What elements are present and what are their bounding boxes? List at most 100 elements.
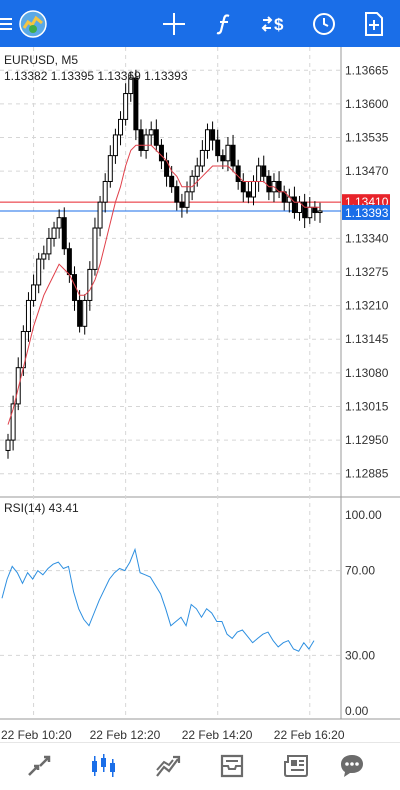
candle-body [87,268,93,301]
price-tick-label: 1.13015 [345,399,389,413]
candle-body [184,191,190,208]
candle-body [169,175,175,188]
price-tick-label: 1.13600 [345,97,389,111]
trade-icon[interactable] [146,743,190,789]
price-tick-label: 1.13470 [345,164,389,178]
candle-body [204,129,210,151]
news-icon[interactable] [274,743,318,789]
bottom-navigation [0,742,400,790]
moving-average-line [7,144,320,425]
time-label: 22 Feb 16:20 [274,728,345,742]
candle-body [189,175,195,193]
candle-body [312,206,318,214]
candle-body [118,118,124,136]
menu-icon[interactable] [0,0,14,47]
candle-body [5,439,11,451]
price-tick-label: 1.13210 [345,299,389,313]
app-logo[interactable] [16,0,50,47]
candle-body [71,274,77,301]
candle-body [307,206,313,219]
candle-body [51,227,57,239]
candle-body [291,196,297,214]
price-tick-label: 1.13145 [345,332,389,346]
new-order-icon[interactable] [358,0,390,47]
candle-body [235,165,241,182]
rsi-line [1,547,315,652]
candle-body [230,144,236,167]
candle-body [179,201,185,208]
quotes-icon[interactable] [17,743,61,789]
rsi-label: RSI(14) 43.41 [4,501,79,515]
candle-body [138,129,144,151]
ohlc-values: 1.13382 1.13395 1.13369 1.13393 [4,69,188,83]
candle-body [66,248,72,276]
candle-body [97,201,103,229]
candle-body [77,299,83,327]
candle-body [82,299,88,327]
svg-text:$: $ [274,15,284,34]
candle-body [123,93,129,120]
history-icon[interactable] [210,743,254,789]
candle-body [133,77,139,131]
candle-body [61,217,67,250]
candle-body [41,253,47,260]
candle-body [15,367,21,405]
candle-body [317,210,323,214]
candle-body [36,258,42,286]
rsi-level-label: 0.00 [345,704,369,718]
candle-body [240,180,246,193]
candle-body [256,165,262,182]
candle-body [46,237,52,255]
price-tick-label: 1.13535 [345,131,389,145]
candle-body [210,129,216,141]
candle-body [215,139,221,157]
candle-body [148,129,154,136]
candle-body [266,175,272,193]
chart-area[interactable]: 22 Feb 10:20 22 Feb 12:20 22 Feb 14:20 22 F… [0,47,400,742]
candle-body [199,149,205,167]
rsi-level-label: 100.00 [345,508,382,522]
time-label: 22 Feb 10:20 [1,728,72,742]
candle-body [174,186,180,203]
candle-body [251,180,257,198]
candle-body [143,134,149,151]
indicators-icon[interactable] [208,0,240,47]
candle-body [128,77,134,95]
time-label: 22 Feb 14:20 [182,728,253,742]
price-tick-label: 1.13080 [345,366,389,380]
candle-body [225,144,231,162]
symbols-icon[interactable]: $ [257,0,291,47]
rsi-level-label: 70.00 [345,564,375,578]
candle-body [194,165,200,177]
candle-body [112,134,118,157]
candle-body [302,201,308,219]
candle-body [245,191,251,198]
candle-body [158,144,164,162]
price-tick-label: 1.12950 [345,433,389,447]
chart-canvas[interactable]: 22 Feb 10:20 22 Feb 12:20 22 Feb 14:20 22 F… [0,47,400,742]
price-tick-label: 1.13340 [345,231,389,245]
crosshair-icon[interactable] [158,0,190,47]
messages-icon[interactable] [330,743,374,789]
candle-body [107,155,113,182]
candle-body [56,217,62,229]
bid-price-badge [342,204,390,220]
time-label: 22 Feb 12:20 [90,728,161,742]
symbol-timeframe: EURUSD, M5 [4,53,79,67]
candle-body [102,180,108,203]
candle-body [31,284,37,301]
price-tick-label: 1.12885 [345,467,389,481]
chart-icon[interactable] [82,743,126,789]
candle-body [10,403,16,441]
price-tick-label: 1.13665 [345,63,389,77]
candle-body [261,165,267,177]
candle-body [92,227,98,270]
candle-body [25,299,31,332]
timeframe-clock-icon[interactable] [308,0,340,47]
candle-body [220,155,226,162]
candle-body [153,129,159,146]
rsi-level-label: 30.00 [345,648,375,662]
bid-price-label: 1.13393 [345,206,389,220]
price-tick-label: 1.13275 [345,265,389,279]
top-toolbar: $ [0,0,400,47]
